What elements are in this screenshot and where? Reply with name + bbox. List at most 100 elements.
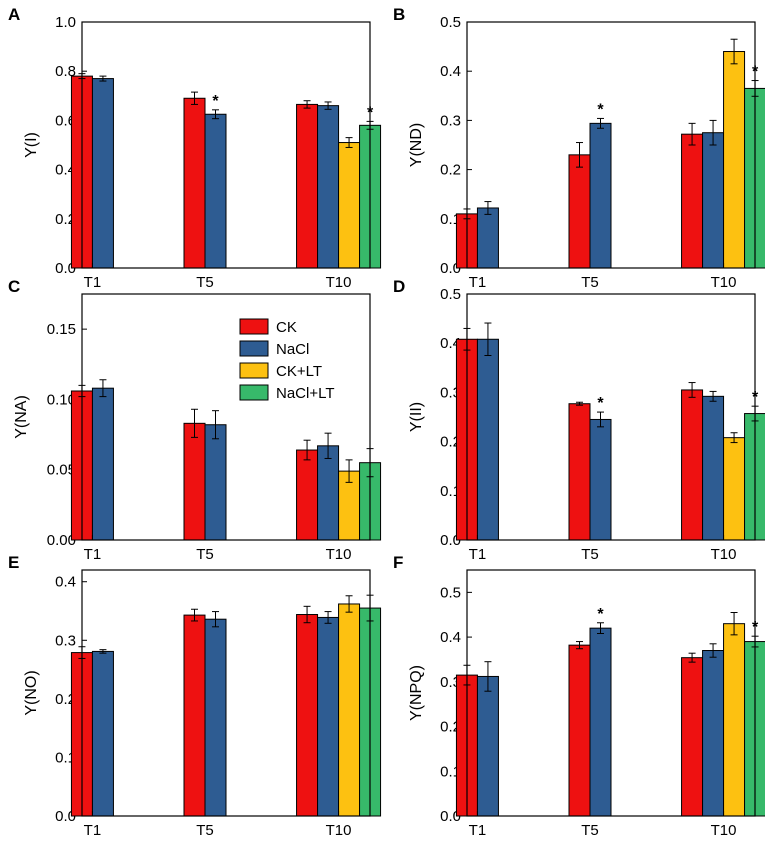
x-tick-label: T5 [581, 274, 599, 291]
bar-t10-ck-lt [723, 437, 746, 541]
y-tick-label: 0.0 [55, 260, 76, 277]
x-tick-label: T5 [196, 546, 214, 563]
x-tick-label: T1 [84, 822, 102, 839]
y-tick-label: 0.2 [440, 434, 461, 451]
y-tick-label: 0.2 [440, 719, 461, 736]
x-tick-label: T1 [84, 546, 102, 563]
y-tick-label: 0.3 [55, 632, 76, 649]
bar-t5-ck [183, 97, 206, 269]
bar-t5-nacl [589, 122, 612, 269]
y-tick-label: 0.0 [440, 260, 461, 277]
bar-t5-ck [568, 154, 591, 269]
x-tick-label: T5 [581, 822, 599, 839]
x-tick-label: T10 [326, 274, 352, 291]
y-axis-label: Y(NO) [23, 670, 40, 715]
y-axis-label: Y(I) [23, 132, 40, 158]
y-axis-label: Y(II) [408, 402, 425, 432]
bar-t1-nacl [91, 78, 114, 269]
y-tick-label: 0.0 [440, 808, 461, 825]
y-tick-label: 0.1 [440, 483, 461, 500]
x-tick-label: T10 [711, 274, 737, 291]
y-tick-label: 0.15 [47, 321, 76, 338]
bar-t5-ck [183, 422, 206, 541]
y-tick-label: 0.3 [440, 384, 461, 401]
panel-f: F0.00.10.20.30.40.5Y(NPQ)T1*T5*T10 [393, 553, 765, 839]
plot-frame [466, 293, 756, 541]
bar-t5-nacl [589, 627, 612, 817]
bar-t5-ck [568, 403, 591, 541]
bar-t1-nacl [476, 338, 499, 541]
y-tick-label: 0.4 [440, 63, 461, 80]
significance-marker: * [597, 101, 604, 118]
y-tick-label: 1.0 [55, 14, 76, 31]
bar-t10-ck [296, 103, 319, 269]
bar-t10-ck-lt [723, 51, 746, 269]
x-tick-label: T10 [326, 546, 352, 563]
y-tick-label: 0.5 [440, 14, 461, 31]
plot-frame [81, 293, 371, 541]
y-tick-label: 0.0 [440, 532, 461, 549]
y-tick-label: 0.3 [440, 674, 461, 691]
panel-d: D0.00.10.20.30.40.5Y(II)T1*T5*T10 [393, 277, 765, 563]
bar-t10-nacl [317, 616, 340, 817]
panel-c: C 0.00 0.05 0.10 0.15 Y(NA) T1 T5 T10 [8, 277, 382, 563]
significance-marker: * [597, 606, 604, 623]
bar-t5-nacl [204, 618, 227, 817]
y-tick-label: 0.00 [47, 532, 76, 549]
panel-label: D [393, 277, 405, 296]
bar-t10-nacl [317, 105, 340, 269]
x-tick-label: T5 [196, 822, 214, 839]
x-tick-label: T1 [469, 822, 487, 839]
bar-t10-nacl [702, 650, 725, 817]
legend-swatch-ck-lt [239, 362, 269, 379]
y-tick-label: 0.4 [55, 162, 76, 179]
y-tick-label: 0.6 [55, 112, 76, 129]
legend-swatch-nacl-lt [239, 384, 269, 401]
plot-frame [81, 569, 371, 817]
y-tick-label: 0.1 [55, 749, 76, 766]
y-tick-label: 0.1 [440, 763, 461, 780]
bar-t5-nacl [204, 424, 227, 541]
panel-label: A [8, 5, 20, 24]
significance-marker: * [597, 395, 604, 412]
legend-label: CK+LT [276, 363, 322, 380]
bar-t5-nacl [589, 418, 612, 541]
x-tick-label: T10 [711, 546, 737, 563]
legend-swatch-ck [239, 318, 269, 335]
x-tick-label: T5 [196, 274, 214, 291]
bar-t10-nacl [317, 445, 340, 541]
x-tick-label: T10 [326, 822, 352, 839]
y-tick-label: 0.4 [440, 629, 461, 646]
y-tick-label: 0.05 [47, 462, 76, 479]
legend-swatch-nacl [239, 340, 269, 357]
y-tick-label: 0.2 [55, 211, 76, 228]
bar-t10-ck-lt [338, 603, 361, 817]
legend-label: NaCl [276, 341, 309, 358]
bar-t10-ck-lt [338, 142, 361, 269]
panel-a: A0.00.20.40.60.81.0Y(I)T1*T5*T10 [8, 5, 382, 291]
legend-label: NaCl+LT [276, 385, 335, 402]
legend-label: CK [276, 319, 297, 336]
x-tick-label: T1 [469, 274, 487, 291]
y-tick-label: 0.5 [440, 286, 461, 303]
panel-label: F [393, 553, 403, 572]
panel-e: E 0.0 0.1 0.2 0.3 0.4 Y(NO) T1 T5 T10 [8, 553, 382, 839]
bar-t10-ck [681, 389, 704, 541]
y-tick-label: 0.3 [440, 112, 461, 129]
bar-t10-nacl [702, 395, 725, 541]
x-tick-label: T1 [469, 546, 487, 563]
bar-t5-ck [568, 644, 591, 817]
y-axis-label: Y(ND) [408, 123, 425, 167]
plot-frame [81, 21, 371, 269]
bar-t10-ck [296, 449, 319, 541]
bar-t10-nacl [702, 132, 725, 269]
bar-t10-ck-lt [723, 623, 746, 817]
bar-t5-nacl [204, 113, 227, 269]
bar-t10-ck [681, 657, 704, 817]
y-tick-label: 0.2 [440, 162, 461, 179]
panel-b: B0.00.10.20.30.40.5Y(ND)T1*T5*T10 [393, 5, 765, 291]
plot-frame [466, 569, 756, 817]
bar-t10-ck [681, 133, 704, 269]
y-tick-label: 0.4 [440, 335, 461, 352]
